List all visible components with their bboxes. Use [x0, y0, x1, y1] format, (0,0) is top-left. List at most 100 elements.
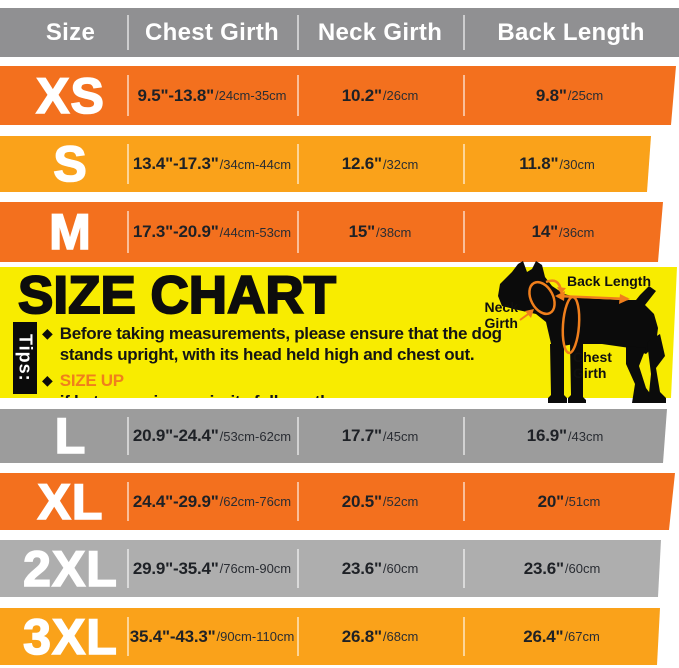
column-divider — [463, 482, 465, 522]
column-divider — [127, 211, 129, 253]
column-divider — [463, 144, 465, 183]
neck-girth-value: 17.7"/45cm — [297, 426, 463, 446]
chest-girth-value: 35.4"-43.3"/90cm-110cm — [127, 627, 297, 647]
table-row-m: M 17.3"-20.9"/44cm-53cm 15"/38cm 14"/36c… — [0, 202, 663, 262]
column-divider — [127, 15, 129, 50]
column-divider — [297, 482, 299, 522]
chest-girth-value: 24.4"-29.9"/62cm-76cm — [127, 492, 297, 512]
neck-girth-value: 10.2"/26cm — [297, 86, 463, 106]
tips-text: Tips: — [15, 334, 36, 382]
size-label: S — [53, 136, 88, 192]
chest-girth-value: 9.5"-13.8"/24cm-35cm — [127, 86, 297, 106]
header-size: Size — [45, 18, 96, 46]
neck-girth-value: 15"/38cm — [297, 222, 463, 242]
column-divider — [127, 549, 129, 589]
chest-inches: 35.4"-43.3" — [129, 626, 216, 646]
chest-girth-value: 29.9"-35.4"/76cm-90cm — [127, 559, 297, 579]
size-label: XS — [36, 67, 105, 124]
back-length-value: 9.8"/25cm — [463, 86, 676, 106]
neck-inches: 20.5" — [341, 491, 382, 511]
chest-inches: 9.5"-13.8" — [137, 85, 214, 105]
tip-1: ◆ Before taking measurements, please ens… — [42, 323, 512, 365]
column-divider — [127, 417, 129, 455]
chest-girth-value: 13.4"-17.3"/34cm-44cm — [127, 154, 297, 174]
neck-girth-value: 20.5"/52cm — [297, 492, 463, 512]
neck-cm: /32cm — [382, 156, 419, 172]
chest-cm: /24cm-35cm — [214, 88, 287, 103]
tip-1-line-2: stands upright, with its head held high … — [59, 345, 475, 364]
column-divider — [297, 549, 299, 589]
size-up-accent: SIZE UP — [59, 371, 124, 390]
neck-girth-ellipse — [528, 280, 556, 316]
back-cm: /60cm — [564, 561, 601, 576]
table-row-2xl: 2XL 29.9"-35.4"/76cm-90cm 23.6"/60cm 23.… — [0, 540, 661, 597]
size-label: XL — [37, 473, 104, 530]
table-row-xl: XL 24.4"-29.9"/62cm-76cm 20.5"/52cm 20" /… — [0, 473, 675, 530]
back-cm: /43cm — [567, 428, 604, 444]
chest-cm: /53cm-62cm — [219, 428, 292, 444]
chest-inches: 20.9"-24.4" — [132, 426, 219, 445]
back-cm: /30cm — [559, 156, 595, 172]
arrowhead — [525, 309, 534, 318]
neck-girth-label: Girth — [485, 315, 518, 331]
dog-front-leg — [568, 344, 586, 403]
column-divider — [297, 75, 299, 116]
arrowhead — [555, 291, 565, 301]
chest-cm: /34cm-44cm — [219, 156, 292, 172]
dog-front-leg — [548, 344, 567, 403]
neck-cm: /45cm — [382, 428, 419, 444]
dog-rear-leg — [626, 346, 652, 403]
chest-girth-label: Girth — [573, 365, 606, 381]
diamond-bullet-icon: ◆ — [42, 325, 53, 341]
banner-title: SIZE CHART — [18, 266, 336, 325]
back-length-value: 11.8"/30cm — [463, 154, 651, 174]
header-neck-girth: Neck Girth — [317, 18, 443, 46]
header-chest-girth: Chest Girth — [145, 18, 279, 46]
dog-rear-leg — [647, 334, 666, 403]
column-divider — [297, 144, 299, 183]
back-inches: 26.4" — [523, 626, 564, 646]
column-divider — [463, 549, 465, 589]
size-label: 3XL — [23, 608, 118, 665]
column-divider — [127, 617, 129, 657]
back-cm: /67cm — [564, 629, 600, 644]
column-divider — [463, 75, 465, 116]
back-cm: /51cm — [564, 494, 601, 509]
arrowhead — [619, 294, 630, 304]
column-divider — [127, 482, 129, 522]
neck-inches: 23.6" — [341, 558, 382, 578]
chest-inches: 13.4"-17.3" — [132, 154, 219, 173]
back-length-arrow — [556, 294, 629, 301]
chest-girth-value: 17.3"-20.9"/44cm-53cm — [127, 222, 297, 242]
neck-inches: 15" — [348, 222, 375, 241]
chest-inches: 29.9"-35.4" — [132, 558, 219, 578]
size-label: M — [49, 204, 92, 260]
neck-cm: /52cm — [382, 494, 419, 509]
back-length-value: 14"/36cm — [463, 222, 663, 242]
back-inches: 20" — [537, 491, 564, 511]
table-row-3xl: 3XL 35.4"-43.3"/90cm-110cm 26.8"/68cm 26… — [0, 608, 660, 665]
back-length-value: 26.4"/67cm — [463, 627, 660, 647]
neck-cm: /60cm — [382, 561, 419, 576]
back-length-value: 23.6"/60cm — [463, 559, 661, 579]
neck-inches: 12.6" — [341, 154, 382, 173]
column-divider — [297, 617, 299, 657]
column-divider — [463, 617, 465, 657]
neck-inches: 10.2" — [341, 85, 382, 105]
neck-girth-label: Neck — [485, 299, 519, 315]
chest-inches: 17.3"-20.9" — [132, 222, 219, 241]
tip-1-line-1: Before taking measurements, please ensur… — [59, 324, 502, 343]
column-divider — [463, 211, 465, 253]
column-divider — [297, 417, 299, 455]
back-inches: 11.8" — [519, 154, 559, 173]
column-divider — [297, 15, 299, 50]
table-row-s: S 13.4"-17.3"/34cm-44cm 12.6"/32cm 11.8"… — [0, 136, 651, 192]
size-label: 2XL — [23, 540, 118, 597]
column-divider — [297, 211, 299, 253]
chest-girth-label: Chest — [573, 349, 612, 365]
tip-2-mid: if between sizes, priority follows the — [59, 392, 340, 411]
chest-cm: /90cm-110cm — [216, 629, 295, 644]
neck-cm: /26cm — [382, 88, 419, 103]
back-cm: /25cm — [567, 88, 604, 103]
